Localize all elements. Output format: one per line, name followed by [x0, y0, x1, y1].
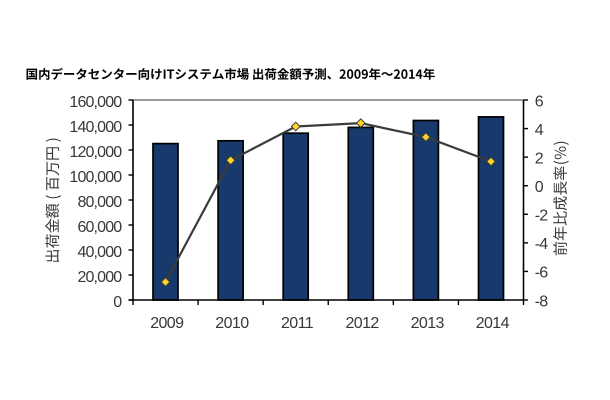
svg-text:20,000: 20,000	[77, 269, 122, 286]
svg-text:-2: -2	[535, 208, 548, 225]
svg-text:2: 2	[535, 150, 544, 167]
svg-text:-6: -6	[535, 265, 548, 282]
svg-text:2010: 2010	[215, 315, 249, 332]
svg-text:100,000: 100,000	[69, 169, 122, 186]
svg-text:0: 0	[113, 294, 122, 311]
svg-text:160,000: 160,000	[69, 94, 122, 111]
svg-text:40,000: 40,000	[77, 244, 122, 261]
svg-text:80,000: 80,000	[77, 194, 122, 211]
svg-text:0: 0	[535, 179, 544, 196]
svg-text:2013: 2013	[411, 315, 445, 332]
svg-text:-8: -8	[535, 293, 548, 310]
svg-text:6: 6	[535, 93, 544, 110]
svg-text:2014: 2014	[476, 315, 510, 332]
svg-text:2009: 2009	[150, 315, 184, 332]
svg-text:2011: 2011	[281, 315, 314, 332]
svg-text:140,000: 140,000	[69, 119, 122, 136]
svg-text:-4: -4	[535, 236, 548, 253]
svg-text:4: 4	[535, 122, 544, 139]
svg-text:60,000: 60,000	[77, 219, 122, 236]
svg-text:2012: 2012	[345, 315, 379, 332]
svg-text:120,000: 120,000	[69, 144, 122, 161]
